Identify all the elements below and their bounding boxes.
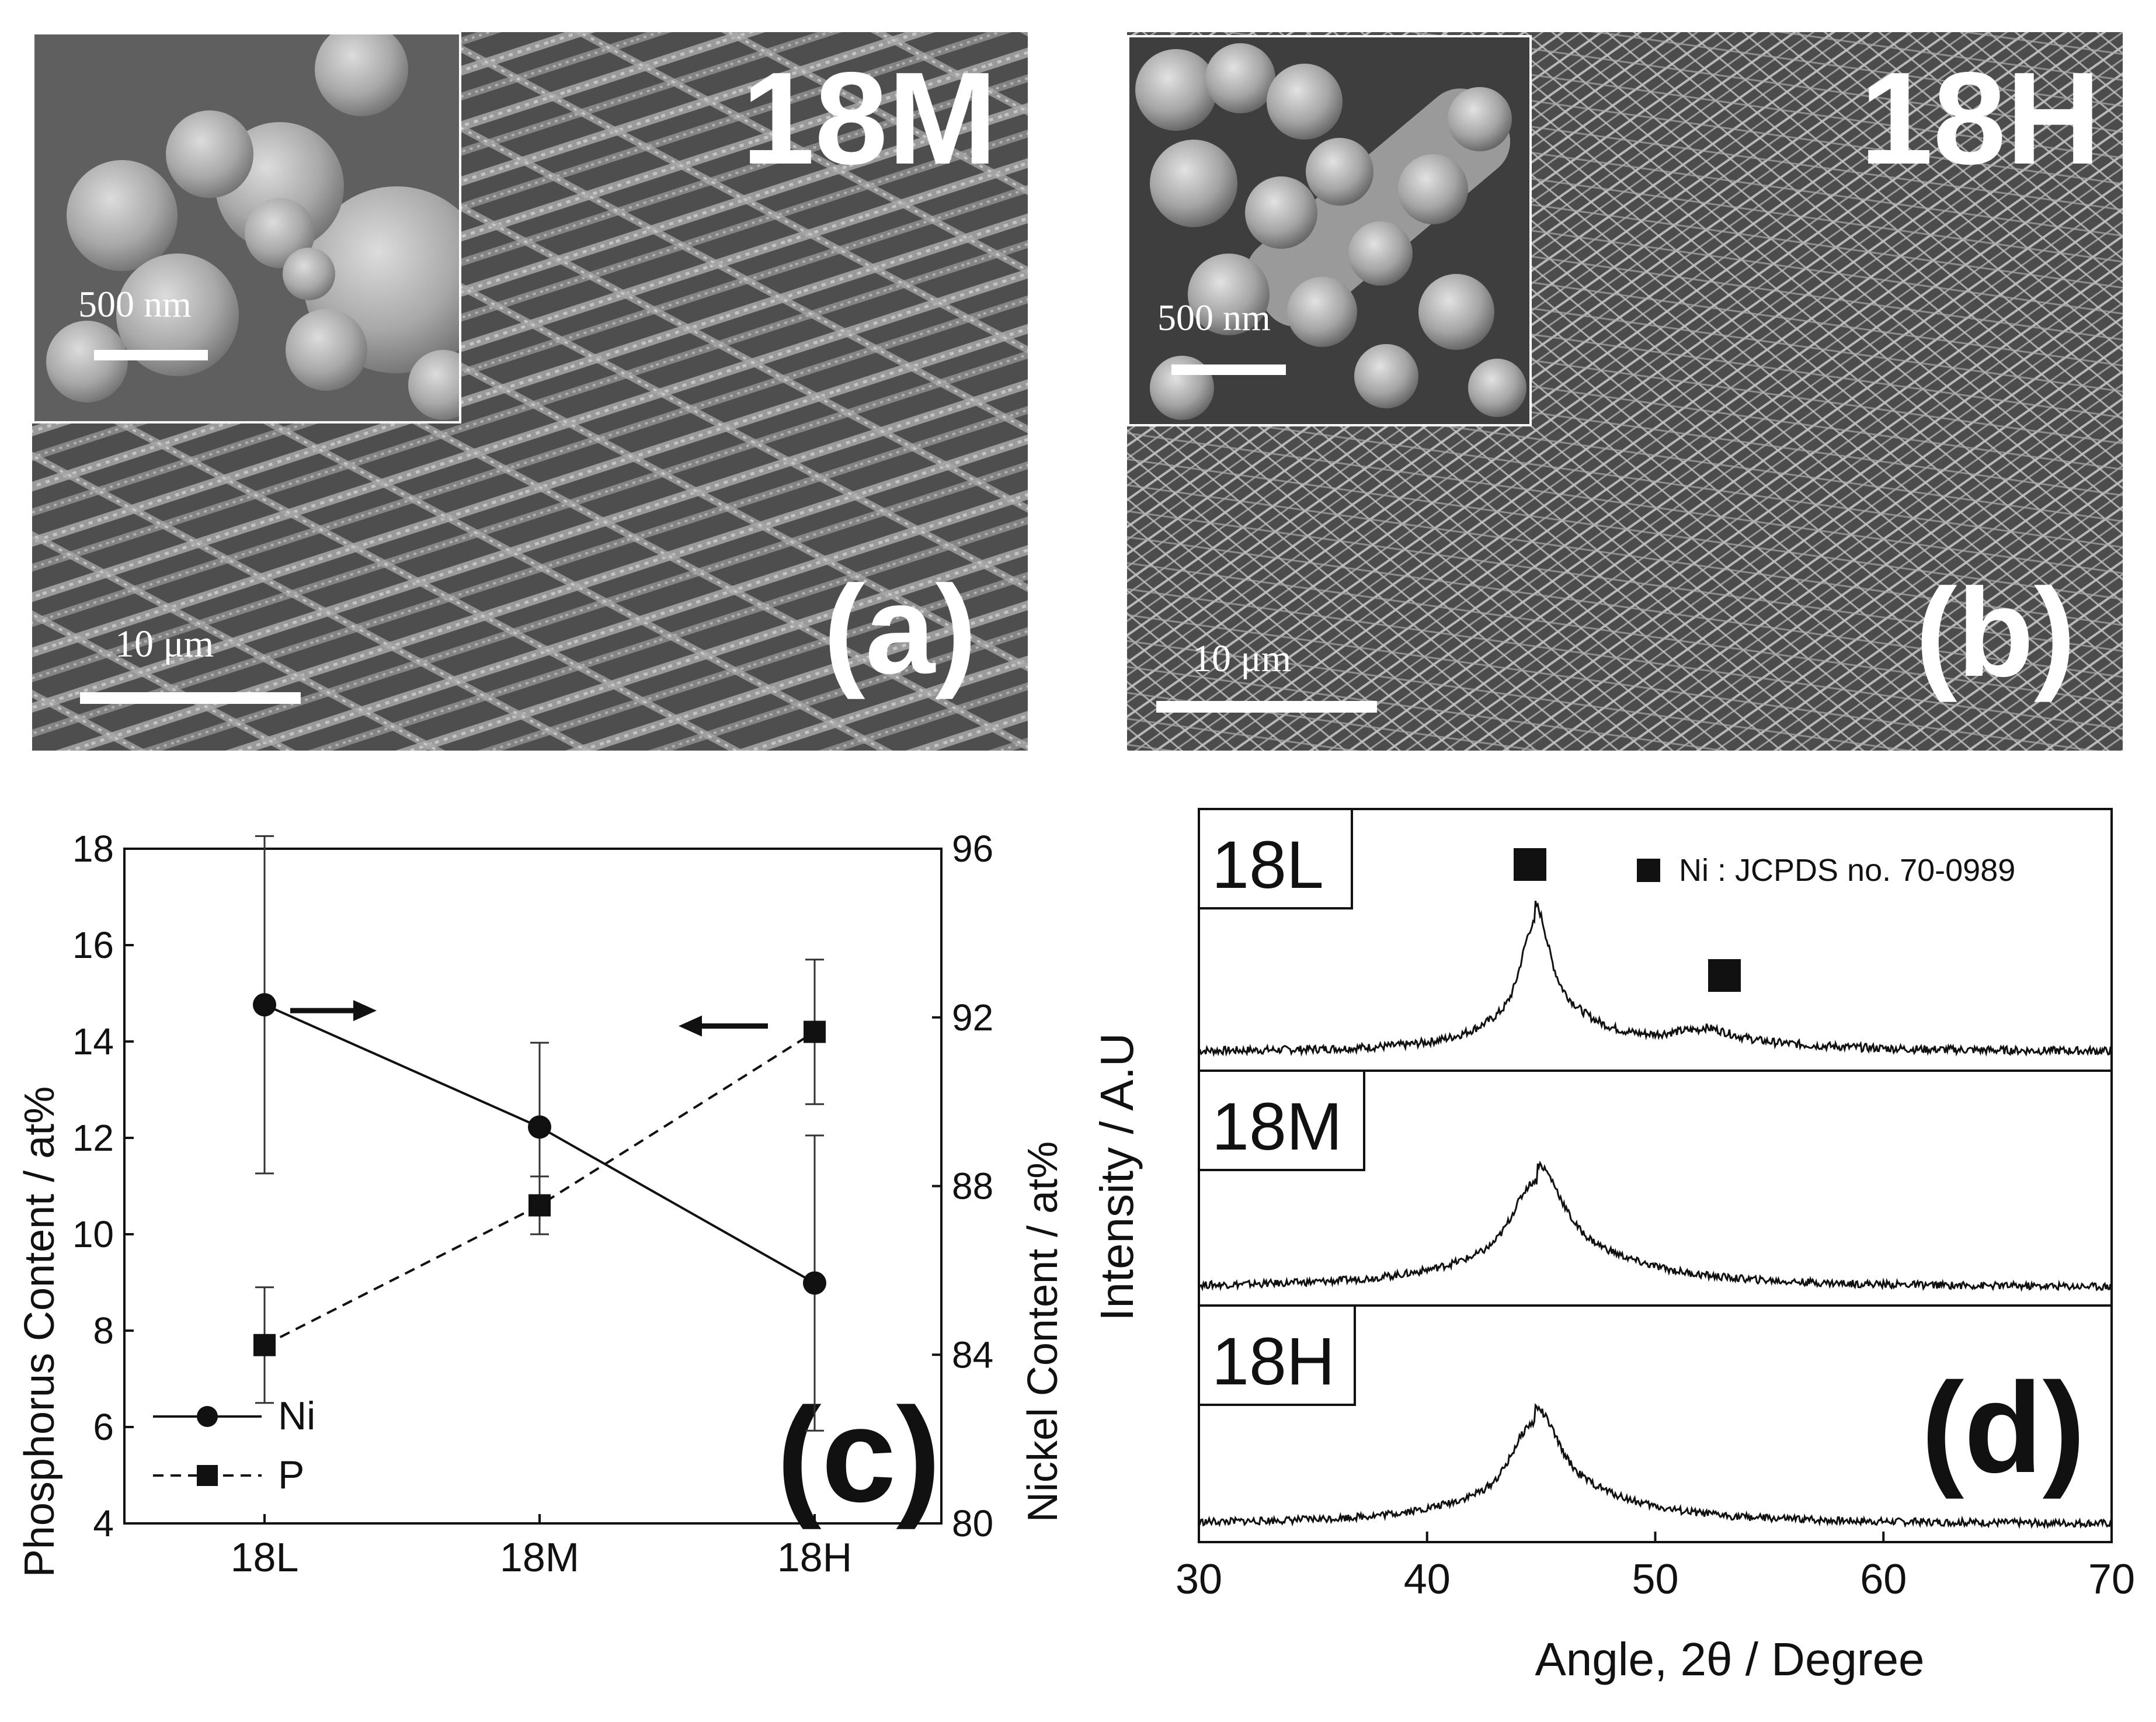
sem-image-a: 500 nm 18M (a) 10 μm xyxy=(32,32,1028,751)
grains-texture-b xyxy=(1129,37,1529,424)
reference-legend-marker xyxy=(1637,859,1660,882)
spheres-texture-a xyxy=(34,34,459,421)
y-axis-title-d: Intensity / A.U xyxy=(1098,1033,1143,1321)
y-tick-label-left: 14 xyxy=(72,1020,114,1063)
x-tick-label: 18L xyxy=(231,1534,299,1580)
main-scale-bar-b xyxy=(1156,701,1377,713)
legend-marker-ni xyxy=(197,1406,218,1427)
sample-label-18l: 18L xyxy=(1212,828,1324,902)
arrow-left-p-head xyxy=(679,1015,702,1037)
x-tick-label-d: 30 xyxy=(1176,1556,1222,1603)
inset-scale-label-a: 500 nm xyxy=(78,283,192,325)
inset-scale-label-b: 500 nm xyxy=(1157,297,1271,338)
inset-scale-bar-a xyxy=(94,350,208,360)
y-tick-label-left: 8 xyxy=(93,1310,114,1352)
x-tick-label-d: 40 xyxy=(1404,1556,1451,1603)
main-scale-label-a: 10 μm xyxy=(115,623,214,665)
reference-marker-53 xyxy=(1708,959,1741,992)
chart-c: (c) Phosphorus Content / at% Nickel Cont… xyxy=(16,828,1066,1580)
main-scale-label-b: 10 μm xyxy=(1192,637,1292,680)
y-tick-label-right: 96 xyxy=(952,828,993,870)
sample-box-18m xyxy=(1198,1070,1365,1171)
legend-marker-p xyxy=(197,1465,218,1486)
panel-label-c: (c) xyxy=(777,1380,941,1530)
data-point-p xyxy=(804,1020,826,1043)
panel-label-b: (b) xyxy=(1915,562,2076,703)
fiber-texture-b xyxy=(1127,32,2123,751)
inset-image-b: 500 nm xyxy=(1127,35,1532,426)
y-axis-title-left: Phosphorus Content / at% xyxy=(16,1086,63,1578)
xrd-pattern-18m xyxy=(1198,1160,2113,1292)
y-tick-label-left: 18 xyxy=(72,828,114,870)
y-tick-label-left: 16 xyxy=(72,924,114,966)
data-point-p xyxy=(528,1194,551,1217)
legend-label-p: P xyxy=(278,1453,304,1497)
chart-d: Intensity / A.U Angle, 2θ / Degree Ni : … xyxy=(1098,808,2135,1685)
data-point-p xyxy=(253,1334,276,1356)
inset-scale-bar-b xyxy=(1171,364,1286,375)
data-point-ni xyxy=(803,1271,826,1295)
legend-label-ni: Ni xyxy=(278,1394,315,1438)
y-tick-label-left: 10 xyxy=(72,1213,114,1255)
x-tick-label-d: 60 xyxy=(1860,1556,1907,1603)
y-tick-label-left: 4 xyxy=(93,1502,114,1544)
x-axis-title-d: Angle, 2θ / Degree xyxy=(1535,1633,1924,1685)
xrd-pattern-18l xyxy=(1198,900,2112,1057)
data-point-ni xyxy=(253,993,276,1017)
panel-label-d: (d) xyxy=(1921,1356,2085,1499)
x-tick-label-d: 70 xyxy=(2088,1556,2135,1603)
x-tick-label-d: 50 xyxy=(1632,1556,1678,1603)
sample-label-a: 18M xyxy=(742,44,997,192)
sample-label-18h: 18H xyxy=(1212,1324,1335,1399)
panel-label-a: (a) xyxy=(823,559,977,700)
x-tick-label: 18M xyxy=(500,1534,579,1580)
sample-label-18m: 18M xyxy=(1212,1089,1343,1164)
y-tick-label-right: 88 xyxy=(952,1165,993,1207)
y-tick-label-right: 84 xyxy=(952,1334,993,1376)
sample-box-18l xyxy=(1198,808,1353,909)
sample-label-b: 18H xyxy=(1860,44,2101,192)
sample-box-18h xyxy=(1198,1304,1356,1406)
arrow-right-ni-head xyxy=(353,1000,377,1022)
y-tick-label-left: 6 xyxy=(93,1406,114,1448)
y-axis-title-right: Nickel Content / at% xyxy=(1020,1141,1066,1522)
y-tick-label-right: 80 xyxy=(952,1502,993,1544)
reference-legend-text: Ni : JCPDS no. 70-0989 xyxy=(1679,853,2015,888)
reference-marker-45 xyxy=(1514,848,1546,881)
y-tick-label-right: 92 xyxy=(952,997,993,1039)
main-scale-bar-a xyxy=(80,692,301,704)
data-point-ni xyxy=(528,1115,551,1139)
x-tick-label: 18H xyxy=(777,1534,852,1580)
xrd-pattern-18h xyxy=(1198,1402,2112,1529)
inset-image-a: 500 nm xyxy=(32,32,461,423)
y-tick-label-left: 12 xyxy=(72,1117,114,1159)
sem-image-b: 500 nm 18H (b) 10 μm xyxy=(1127,32,2123,751)
